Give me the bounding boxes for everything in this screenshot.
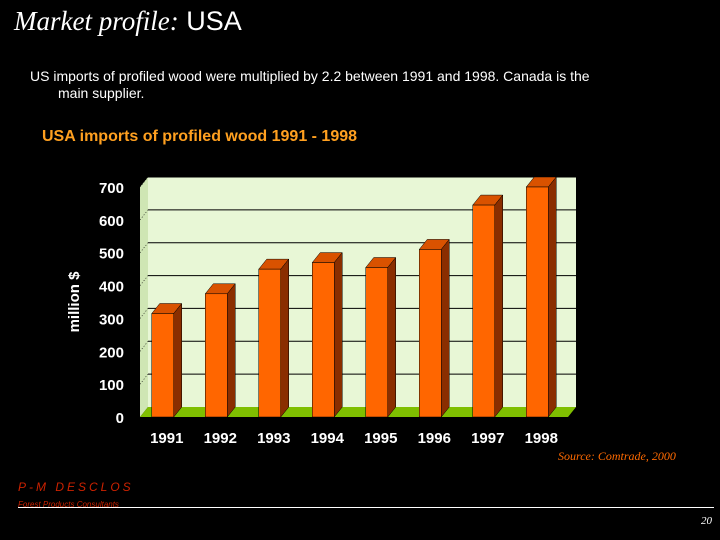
- intro-line-1: US imports of profiled wood were multipl…: [30, 68, 590, 84]
- bar: [151, 313, 174, 418]
- slide-title: Market profile: USA: [14, 6, 242, 37]
- y-tick-label: 100: [99, 377, 124, 394]
- x-tick-label: 1997: [471, 430, 504, 447]
- x-tick-label: 1998: [525, 430, 558, 447]
- bar-side: [334, 251, 343, 418]
- gridline-diagonal: [139, 275, 149, 286]
- y-tick-label: 400: [99, 279, 124, 296]
- bar: [205, 293, 228, 418]
- y-tick-label: 500: [99, 246, 124, 263]
- plot-area: [139, 176, 576, 417]
- bar-side: [494, 194, 503, 418]
- bars: [151, 176, 557, 418]
- brand-logo-text: P-M DESCLOS: [18, 480, 134, 494]
- y-tick-label: 600: [99, 213, 124, 230]
- plot-back-wall: [148, 177, 576, 407]
- bar-side: [173, 302, 182, 418]
- bar: [365, 267, 388, 418]
- y-tick-label: 200: [99, 344, 124, 361]
- y-tick-label: 700: [99, 180, 124, 197]
- bar-side: [441, 238, 450, 418]
- gridline-diagonal: [139, 242, 149, 253]
- slide-title-part1: Market profile:: [14, 6, 179, 36]
- bar: [419, 249, 442, 418]
- gridline-diagonal: [139, 209, 149, 221]
- bar: [312, 262, 335, 418]
- slide-title-part2: USA: [186, 6, 242, 36]
- x-tick-label: 1994: [311, 430, 345, 447]
- y-tick-label: 300: [99, 311, 124, 328]
- plot-side-wall: [140, 177, 148, 417]
- x-tick-label: 1996: [418, 430, 451, 447]
- y-axis-title: million $: [66, 271, 83, 333]
- plot-floor: [140, 407, 576, 417]
- intro-text: US imports of profiled wood were multipl…: [30, 68, 700, 102]
- intro-line-2: main supplier.: [58, 85, 145, 101]
- gridline-diagonal: [139, 176, 149, 188]
- x-tick-label: 1992: [204, 430, 237, 447]
- bar: [258, 268, 281, 418]
- y-tick-label: 0: [116, 410, 124, 427]
- page-number: 20: [701, 515, 712, 527]
- brand-tagline: Forest Products Consultants: [18, 500, 119, 509]
- gridline-diagonal: [139, 341, 149, 352]
- gridline-diagonal: [139, 373, 149, 385]
- bar-side: [280, 258, 289, 418]
- x-tick-label: 1993: [257, 430, 290, 447]
- x-tick-label: 1995: [364, 430, 397, 447]
- bar-side: [387, 256, 396, 418]
- bar: [526, 186, 549, 418]
- footer-divider: [18, 507, 714, 508]
- bar-side: [227, 283, 236, 418]
- bar: [472, 204, 495, 418]
- x-tick-label: 1991: [150, 430, 183, 447]
- gridline-diagonal: [139, 308, 149, 319]
- bar-side: [548, 176, 557, 418]
- axis-labels: 0 100 200 300 400 500 600 700 million $ 1991 1992 1…: [66, 180, 558, 447]
- chart-title: USA imports of profiled wood 1991 - 1998: [42, 128, 358, 145]
- source-note: Source: Comtrade, 2000: [558, 449, 676, 463]
